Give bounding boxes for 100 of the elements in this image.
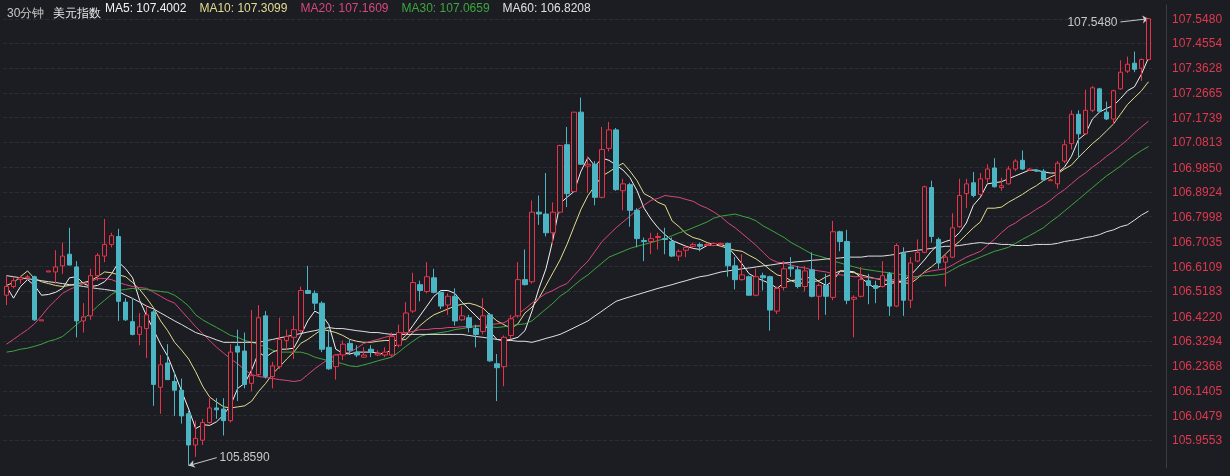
candlestick: [186, 410, 191, 467]
y-tick-label: 106.8924: [1172, 185, 1223, 200]
candlestick: [648, 232, 654, 255]
candlestick: [235, 329, 240, 402]
candlestick: [1055, 160, 1060, 190]
candlestick: [823, 273, 829, 316]
candlestick: [676, 248, 682, 262]
y-tick-label: 107.3628: [1172, 60, 1223, 75]
candlestick: [165, 343, 170, 381]
y-tick-label: 106.1405: [1172, 384, 1223, 399]
candlestick: [60, 242, 65, 275]
candlestick: [81, 302, 86, 334]
candlestick: [494, 353, 500, 402]
candlestick: [151, 309, 156, 407]
candlestick: [361, 346, 367, 359]
candlestick: [480, 297, 486, 335]
text: MA10: 107.3099: [199, 1, 288, 15]
candlestick: [1034, 168, 1039, 173]
candlestick: [669, 237, 675, 258]
candlestick: [873, 280, 878, 304]
candlestick: [957, 178, 962, 229]
candlestick: [25, 274, 30, 281]
candlestick: [347, 338, 353, 356]
y-tick-label: 107.1739: [1172, 110, 1223, 125]
annotation: 105.8590: [219, 449, 270, 464]
candlestick: [508, 314, 514, 340]
candlestick: [922, 185, 927, 254]
candlestick: [522, 248, 528, 286]
candlestick: [578, 97, 584, 165]
candlestick: [585, 155, 591, 194]
candlestick: [277, 317, 282, 370]
candlestick: [284, 329, 289, 351]
y-tick-label: 105.9553: [1172, 433, 1223, 448]
candlestick: [417, 280, 423, 302]
candlestick: [172, 371, 177, 417]
candlestick: [109, 232, 114, 248]
candlestick: [179, 378, 184, 425]
candlestick: [887, 271, 892, 317]
candlestick: [529, 200, 535, 285]
candlestick: [1062, 139, 1067, 164]
candlestick: [501, 334, 507, 387]
candlestick: [599, 126, 605, 199]
y-tick-label: 107.4554: [1172, 36, 1223, 51]
candlestick: [1048, 178, 1053, 182]
candlestick: [515, 261, 521, 319]
candlestick: [466, 314, 472, 334]
candlestick: [999, 177, 1004, 192]
candlestick: [774, 286, 780, 315]
candlestick: [32, 275, 37, 322]
candlestick: [641, 237, 647, 262]
candlestick: [214, 397, 219, 420]
candlestick: [487, 312, 493, 363]
candlestick: [753, 268, 759, 297]
candlestick: [193, 420, 198, 458]
candlestick: [1111, 89, 1116, 125]
candlestick: [1118, 59, 1123, 91]
candlestick: [571, 111, 577, 194]
candlestick: [802, 265, 808, 293]
candlestick: [613, 127, 619, 192]
candlestick: [866, 273, 871, 305]
annotation: 107.5480: [1067, 15, 1118, 30]
candlestick: [901, 246, 906, 317]
candlestick: [908, 256, 913, 309]
candlestick: [207, 397, 212, 425]
candlestick: [123, 297, 128, 322]
candlestick: [1013, 158, 1018, 172]
candlestick: [929, 180, 934, 244]
candlestick: [1090, 85, 1095, 113]
candlestick: [915, 238, 920, 263]
candlestick: [964, 178, 969, 209]
y-tick-label: 106.6109: [1172, 259, 1223, 274]
candlestick: [116, 228, 121, 322]
candlestick: [1069, 109, 1074, 150]
candlestick: [18, 275, 23, 285]
candlestick: [46, 270, 51, 273]
candlestick: [1097, 87, 1102, 113]
candlestick: [662, 227, 668, 255]
line-series: [6, 120, 1149, 382]
candlestick: [74, 260, 79, 338]
candlestick: [4, 275, 9, 306]
candlestick: [564, 126, 570, 208]
y-tick-label: 106.7998: [1172, 209, 1223, 224]
candlestick: [39, 319, 44, 322]
candlestick: [697, 242, 703, 252]
candlestick: [53, 249, 58, 285]
y-tick-label: 106.9850: [1172, 160, 1223, 175]
candlestick: [1146, 18, 1151, 61]
candlestick: [985, 163, 990, 184]
candlestick: [830, 220, 836, 301]
y-tick-label: 107.5480: [1172, 11, 1223, 26]
candlestick: [746, 275, 752, 296]
text: MA5: 107.4002: [105, 1, 187, 15]
candlestick: [130, 297, 135, 336]
candlestick: [950, 212, 955, 259]
candlestick: [606, 121, 612, 152]
candlestick: [1020, 150, 1025, 171]
candlestick: [270, 361, 275, 389]
y-tick-label: 107.0813: [1172, 135, 1223, 150]
candlestick: [1076, 109, 1081, 159]
candlestick: [739, 253, 745, 282]
